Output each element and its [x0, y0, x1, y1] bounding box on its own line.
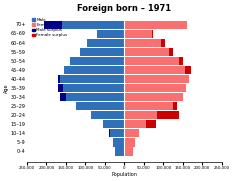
- Bar: [62, 21, 124, 29]
- Bar: [91, 111, 124, 119]
- Bar: [124, 39, 161, 47]
- Bar: [103, 120, 124, 129]
- Bar: [124, 138, 135, 146]
- Bar: [64, 66, 124, 74]
- Bar: [66, 93, 124, 101]
- Bar: [124, 84, 186, 92]
- Bar: [124, 129, 139, 138]
- Bar: [124, 66, 185, 74]
- Bar: [152, 30, 153, 38]
- Bar: [124, 57, 179, 65]
- Bar: [124, 102, 173, 110]
- Bar: [124, 75, 189, 83]
- Bar: [87, 39, 124, 47]
- Bar: [146, 120, 156, 129]
- Bar: [124, 111, 157, 119]
- Bar: [58, 84, 63, 92]
- Bar: [124, 120, 146, 129]
- Bar: [124, 30, 152, 38]
- Bar: [80, 48, 124, 56]
- Bar: [124, 48, 169, 56]
- Bar: [179, 57, 183, 65]
- Bar: [124, 21, 187, 29]
- Bar: [70, 57, 124, 65]
- Legend: Male, Female, Male surplus, Female surplus: Male, Female, Male surplus, Female surpl…: [31, 18, 68, 38]
- Bar: [110, 129, 124, 138]
- Bar: [185, 66, 191, 74]
- Bar: [97, 30, 124, 38]
- Bar: [169, 48, 173, 56]
- Bar: [124, 93, 183, 101]
- Bar: [157, 111, 179, 119]
- Bar: [109, 129, 110, 138]
- Bar: [63, 84, 124, 92]
- Bar: [113, 138, 124, 146]
- Bar: [161, 39, 165, 47]
- Bar: [60, 93, 66, 101]
- Bar: [60, 75, 124, 83]
- Bar: [76, 102, 124, 110]
- Bar: [124, 147, 133, 155]
- Bar: [173, 102, 177, 110]
- Bar: [44, 21, 62, 29]
- Y-axis label: Age: Age: [4, 83, 9, 93]
- Bar: [58, 75, 60, 83]
- Bar: [115, 147, 124, 155]
- Title: Foreign born – 1971: Foreign born – 1971: [77, 4, 172, 13]
- X-axis label: Population: Population: [111, 172, 137, 177]
